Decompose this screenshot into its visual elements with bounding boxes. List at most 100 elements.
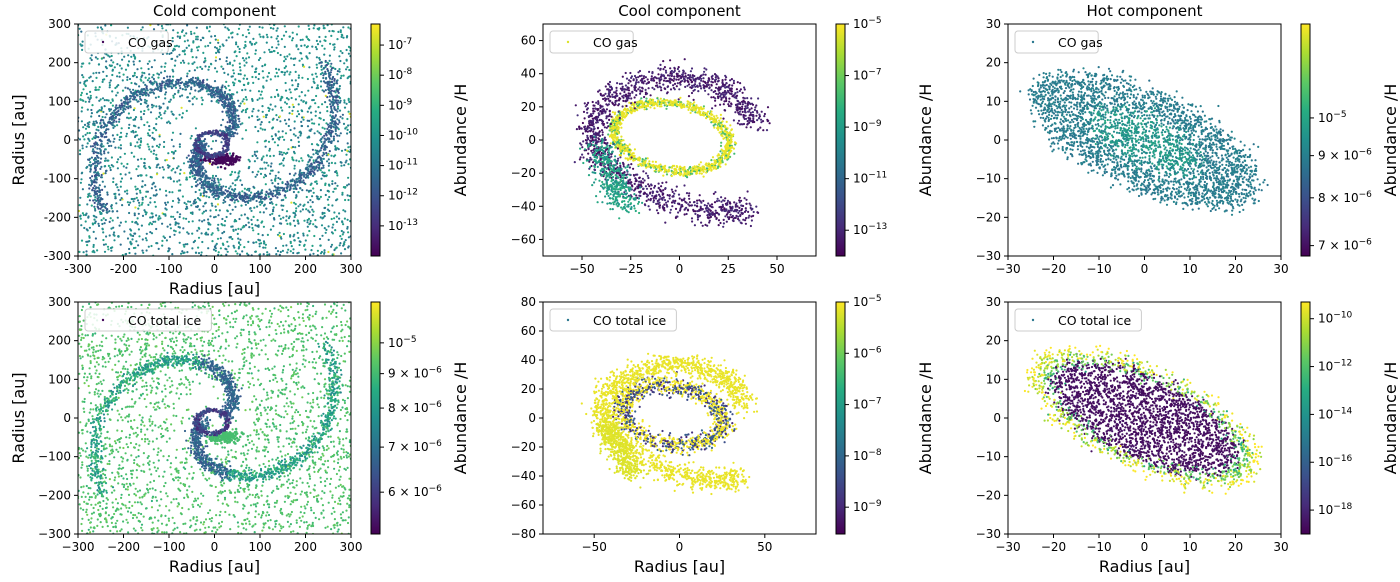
scatter-point <box>106 245 110 248</box>
scatter-point <box>333 46 336 49</box>
scatter-point <box>329 103 332 106</box>
scatter-point <box>321 126 324 129</box>
scatter-point <box>130 177 133 180</box>
scatter-point <box>164 93 167 96</box>
scatter-point <box>297 191 300 194</box>
scatter-point <box>226 114 229 117</box>
scatter-point <box>99 193 102 197</box>
scatter-point <box>244 44 247 47</box>
scatter-point <box>112 61 115 64</box>
scatter-point <box>100 145 103 148</box>
scatter-point <box>336 103 339 106</box>
scatter-point <box>100 204 103 207</box>
scatter-point <box>224 189 227 192</box>
scatter-point <box>88 62 91 65</box>
scatter-point <box>182 59 185 62</box>
scatter-point <box>210 155 213 158</box>
scatter-point <box>298 160 301 163</box>
scatter-point <box>95 135 98 138</box>
scatter-point <box>331 104 334 107</box>
scatter-point <box>312 187 315 190</box>
scatter-point <box>191 220 194 223</box>
scatter-point <box>134 206 137 209</box>
scatter-point <box>289 222 292 225</box>
scatter-point <box>171 191 174 194</box>
scatter-point <box>100 109 103 112</box>
scatter-point <box>257 190 260 193</box>
scatter-point <box>226 155 230 158</box>
scatter-point <box>173 218 176 221</box>
scatter-point <box>306 125 310 128</box>
scatter-point <box>327 203 330 206</box>
scatter-point <box>242 98 245 101</box>
scatter-point <box>117 189 120 192</box>
scatter-point <box>268 253 271 256</box>
scatter-point <box>89 57 92 60</box>
scatter-point <box>343 164 346 167</box>
scatter-point <box>98 200 102 203</box>
scatter-point <box>191 166 194 169</box>
scatter-point <box>139 141 142 144</box>
scatter-point <box>201 83 204 86</box>
scatter-point <box>331 98 335 101</box>
scatter-point <box>323 127 326 130</box>
scatter-point <box>272 225 275 228</box>
scatter-point <box>341 117 344 120</box>
scatter-point <box>160 65 163 68</box>
scatter-point <box>337 30 340 33</box>
scatter-point <box>95 96 98 99</box>
scatter-point <box>238 191 241 194</box>
scatter-point <box>283 60 286 63</box>
scatter-point <box>302 232 305 235</box>
scatter-point <box>169 98 172 101</box>
scatter-point <box>126 189 129 192</box>
scatter-point <box>174 86 178 89</box>
scatter-point <box>130 234 133 237</box>
scatter-point <box>235 220 238 223</box>
scatter-point <box>190 50 193 53</box>
scatter-point <box>222 199 225 202</box>
scatter-point <box>135 240 138 243</box>
scatter-point <box>120 102 123 105</box>
scatter-point <box>268 121 271 124</box>
scatter-point <box>147 94 150 97</box>
scatter-point <box>654 160 658 163</box>
scatter-point <box>108 84 111 87</box>
scatter-point <box>207 188 210 191</box>
scatter-point <box>225 60 228 63</box>
scatter-point <box>285 210 289 213</box>
scatter-point <box>316 84 319 87</box>
scatter-point <box>325 134 328 137</box>
scatter-point <box>263 51 266 54</box>
scatter-point <box>229 114 232 117</box>
scatter-point <box>318 131 321 134</box>
scatter-point <box>252 241 255 244</box>
scatter-point <box>120 67 123 70</box>
scatter-point <box>251 115 254 118</box>
scatter-point <box>300 99 303 102</box>
scatter-point <box>112 226 115 229</box>
scatter-point <box>293 201 296 204</box>
scatter-point <box>228 125 231 128</box>
scatter-point <box>187 44 191 47</box>
scatter-point <box>307 89 310 92</box>
scatter-point <box>217 131 220 134</box>
scatter-point <box>232 135 235 138</box>
scatter-point <box>332 83 336 86</box>
scatter-point <box>307 201 310 204</box>
scatter-point <box>261 105 264 108</box>
scatter-point <box>195 38 198 41</box>
scatter-point <box>315 63 318 66</box>
scatter-point <box>240 110 243 113</box>
scatter-point <box>342 26 345 29</box>
scatter-point <box>159 89 162 92</box>
scatter-point <box>259 93 262 96</box>
scatter-point <box>112 140 115 143</box>
scatter-point <box>308 211 311 214</box>
scatter-point <box>210 35 213 38</box>
scatter-point <box>134 130 137 133</box>
scatter-point <box>185 178 189 181</box>
scatter-point <box>270 201 273 204</box>
scatter-point <box>114 192 117 195</box>
scatter-point <box>103 150 106 153</box>
